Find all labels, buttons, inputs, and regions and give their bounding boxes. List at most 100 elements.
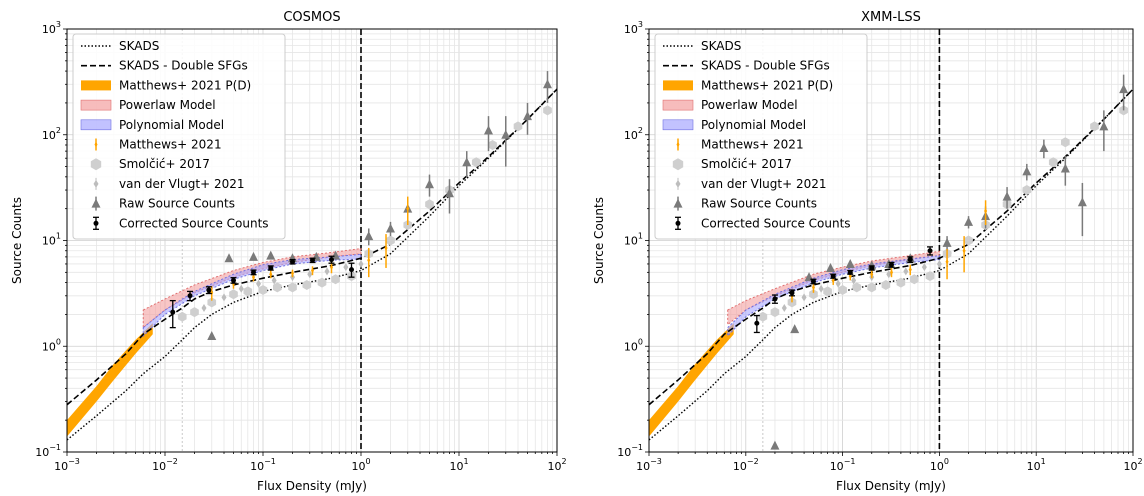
matthews-point (962, 247, 966, 254)
legend-label: SKADS - Double SFGs (119, 59, 248, 73)
raw-point (543, 79, 553, 89)
matthews-point (908, 266, 912, 273)
smolcic-point (1022, 185, 1032, 196)
raw-point (501, 129, 511, 139)
corrected-point (251, 269, 257, 275)
legend-handle-vandervlugt (675, 179, 681, 188)
legend-label: van der Vlugt+ 2021 (119, 177, 245, 191)
smolcic-point (513, 121, 523, 132)
smolcic-point (488, 139, 497, 150)
matthews-point (384, 244, 388, 251)
vandervlugt-point (818, 284, 824, 293)
legend-label: Powerlaw Model (119, 98, 216, 112)
corrected-point (230, 277, 236, 283)
y-tick-label: 103 (42, 20, 61, 36)
legend-handle-powerlaw (80, 99, 112, 111)
y-tick-label: 10−1 (617, 443, 643, 459)
legend-handle-smolcic (90, 158, 102, 171)
legend-box (654, 33, 868, 240)
corrected-point (869, 265, 875, 271)
x-tick-label: 10−2 (733, 457, 759, 473)
y-tick-label: 100 (624, 337, 643, 353)
raw-point (266, 250, 276, 260)
legend-label: SKADS - Double SFGs (701, 59, 830, 73)
matthews-point (889, 269, 893, 276)
x-tick-label: 10−3 (54, 457, 80, 473)
legend-label: Matthews+ 2021 (119, 138, 222, 152)
x-tick-label: 10−2 (152, 457, 178, 473)
raw-point (386, 223, 396, 233)
legend-label: Matthews+ 2021 P(D) (119, 78, 251, 92)
x-tick-label: 10−1 (830, 457, 856, 473)
legend-handle-corrected (675, 220, 681, 226)
ticks: 10−3 10−2 10−1 100 101 102 10−1 100 101 102 103 (35, 20, 566, 473)
plot-area (67, 29, 557, 452)
legend: SKADS SKADS - Double SFGs Matthews+ 2021 P… (654, 33, 868, 240)
panel-cosmos: 10−3 10−2 10−1 100 101 102 10−1 100 101 102 103 COS… (10, 10, 567, 493)
smolcic-point (207, 297, 217, 308)
legend-label: Matthews+ 2021 P(D) (701, 78, 833, 92)
matthews-point (367, 257, 371, 264)
legend-label: Raw Source Counts (119, 197, 235, 211)
smolcic-point (471, 157, 481, 168)
corrected-point (789, 290, 795, 296)
corrected-point (754, 320, 760, 326)
raw-point (1077, 197, 1087, 207)
legend-handle-polynomial (662, 119, 694, 131)
x-axis-label: Flux Density (mJy) (257, 479, 367, 493)
polynomial-band (727, 255, 940, 338)
skads-double-line (67, 88, 557, 406)
smolcic-point (425, 199, 434, 210)
vandervlugt-point (921, 263, 927, 272)
legend-label: Polynomial Model (119, 118, 224, 132)
vandervlugt-point (271, 276, 277, 285)
vandervlugt-point (256, 279, 262, 288)
smolcic-point (852, 282, 862, 293)
smolcic-point (758, 311, 768, 322)
smolcic-point (272, 282, 282, 293)
legend-handle-raw (91, 198, 101, 208)
matthews-point (269, 271, 273, 278)
smolcic-point (1061, 137, 1070, 148)
plot-area (649, 29, 1133, 452)
y-tick-label: 103 (624, 20, 643, 36)
smolcic-point (867, 282, 877, 293)
raw-point (1002, 191, 1012, 201)
panel-title: XMM-LSS (861, 10, 921, 25)
ticks: 10−3 10−2 10−1 100 101 102 10−1 100 101 102 103 (617, 20, 1142, 473)
matthews-point (311, 267, 315, 274)
raw-point (790, 324, 800, 334)
smolcic-point (770, 307, 780, 318)
y-tick-label: 101 (42, 232, 61, 248)
vandervlugt-point (221, 293, 227, 302)
vandervlugt-point (238, 284, 244, 293)
y-axis-label: Source Counts (10, 197, 24, 284)
skads-double-line (649, 88, 1133, 406)
vandervlugt-point (201, 303, 207, 312)
x-tick-label: 10−3 (636, 457, 662, 473)
smolcic-point (190, 307, 199, 318)
corrected-point (888, 262, 894, 268)
y-tick-label: 102 (42, 126, 61, 142)
smolcic-point (925, 271, 935, 282)
smolcic-point (258, 285, 268, 296)
legend-label: Smolčić+ 2017 (119, 157, 210, 171)
corrected-point (268, 265, 274, 271)
y-tick-label: 10−1 (35, 443, 61, 459)
vandervlugt-point (358, 259, 364, 268)
legend-handle-pd (663, 80, 693, 91)
raw-point (826, 262, 836, 272)
vandervlugt-point (936, 259, 942, 268)
matthews-point (870, 271, 874, 278)
legend: SKADS SKADS - Double SFGs Matthews+ 2021 P… (72, 33, 286, 240)
x-axis-label: Flux Density (mJy) (836, 479, 946, 493)
raw-point (224, 253, 234, 263)
legend-handle-polynomial (80, 119, 112, 131)
raw-point (845, 258, 855, 268)
corrected-point (170, 309, 176, 315)
legend-label: Polynomial Model (701, 118, 806, 132)
raw-point (484, 125, 494, 135)
corrected-point (349, 267, 355, 273)
vandervlugt-point (835, 279, 841, 288)
